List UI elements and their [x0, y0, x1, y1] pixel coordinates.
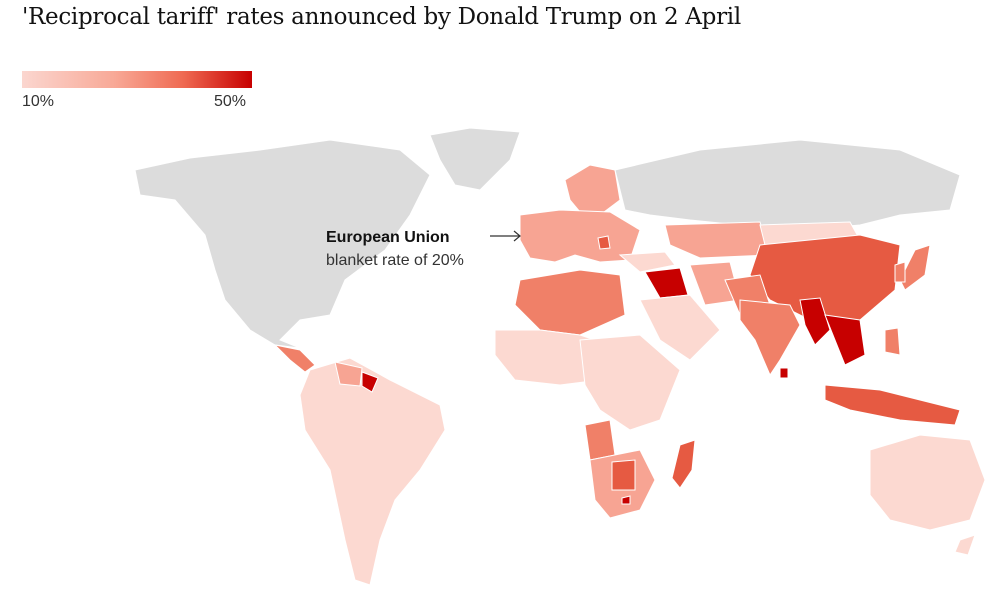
region-central-america	[273, 344, 316, 373]
region-arabia	[639, 294, 721, 361]
annotation-text: blanket rate of 20%	[326, 252, 464, 269]
region-philippines	[884, 327, 901, 356]
chart-title: 'Reciprocal tariff' rates announced by D…	[22, 4, 741, 30]
region-myanmar	[799, 297, 831, 346]
region-australia	[869, 434, 986, 531]
legend-min-label: 10%	[22, 93, 55, 110]
region-scandinavia	[564, 164, 621, 216]
region-indochina	[824, 314, 866, 366]
legend-gradient-bar	[22, 71, 252, 88]
region-serbia	[597, 235, 611, 250]
region-south-america	[299, 357, 446, 586]
region-korea	[894, 261, 906, 283]
region-sri-lanka	[779, 367, 789, 379]
region-syria-iraq	[644, 267, 689, 299]
region-europe	[519, 209, 641, 263]
region-venezuela	[334, 361, 363, 387]
region-turkey	[618, 251, 676, 273]
region-north-africa	[514, 269, 626, 336]
region-kazakhstan	[664, 221, 771, 259]
region-madagascar	[671, 439, 696, 489]
region-botswana	[611, 459, 636, 491]
legend-max-label: 50%	[214, 93, 247, 110]
region-lesotho	[621, 495, 631, 505]
region-central-africa	[579, 334, 681, 431]
region-guyana	[361, 371, 379, 393]
region-angola	[584, 419, 616, 461]
region-indonesia	[824, 384, 961, 426]
world-map	[134, 127, 986, 586]
annotation-heading: European Union	[326, 229, 450, 246]
region-new-zealand	[954, 534, 976, 556]
region-india	[739, 299, 801, 377]
annotation-arrow-icon	[490, 230, 521, 242]
region-greenland	[429, 127, 521, 191]
region-north-america	[134, 139, 431, 349]
region-russia	[614, 139, 961, 231]
